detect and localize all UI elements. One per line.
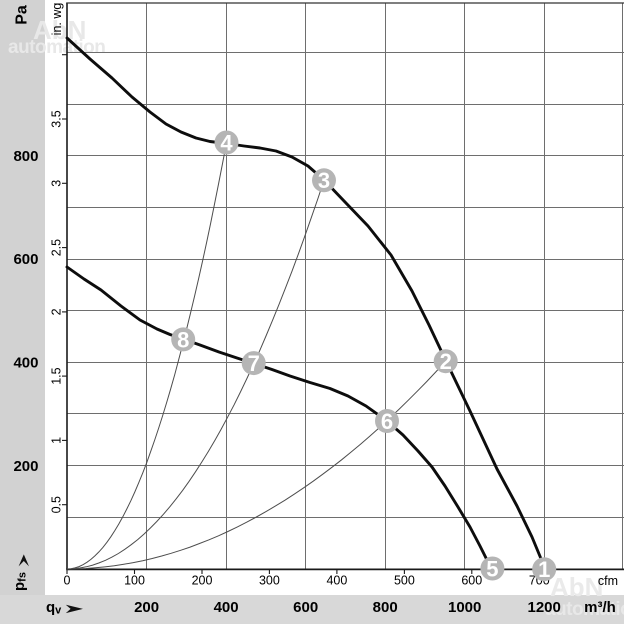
svg-text:500: 500 [394,574,415,588]
svg-text:6: 6 [381,409,393,434]
svg-text:4: 4 [220,130,233,155]
svg-text:1: 1 [50,437,64,444]
svg-text:400: 400 [13,355,38,372]
svg-text:7: 7 [248,351,260,376]
svg-text:1.5: 1.5 [50,367,64,384]
svg-text:8: 8 [177,327,189,352]
svg-text:600: 600 [461,574,482,588]
svg-text:100: 100 [124,574,145,588]
svg-text:cfm: cfm [598,574,618,588]
svg-text:1: 1 [538,557,550,582]
svg-text:automation: automation [8,37,105,58]
svg-text:1200: 1200 [528,599,561,616]
svg-text:1000: 1000 [448,599,481,616]
svg-text:3: 3 [50,180,64,187]
svg-text:300: 300 [259,574,280,588]
svg-text:2: 2 [50,308,64,315]
svg-text:200: 200 [13,458,38,475]
svg-text:5: 5 [486,556,498,581]
svg-text:600: 600 [13,251,38,268]
svg-text:Pa: Pa [14,5,31,25]
svg-text:0.5: 0.5 [50,496,64,513]
svg-text:3.5: 3.5 [50,110,64,127]
svg-text:AbN: AbN [550,572,603,602]
svg-text:800: 800 [373,599,398,616]
svg-text:2.5: 2.5 [50,239,64,256]
svg-text:automation: automation [545,599,624,620]
svg-text:in. wg: in. wg [50,3,64,36]
svg-text:200: 200 [134,599,159,616]
svg-text:3: 3 [318,168,330,193]
svg-text:600: 600 [293,599,318,616]
svg-text:0: 0 [64,574,71,588]
svg-text:200: 200 [192,574,213,588]
svg-text:m³/h: m³/h [584,599,616,616]
svg-text:800: 800 [13,148,38,165]
svg-text:AbN: AbN [33,15,86,45]
svg-text:2: 2 [440,349,452,374]
svg-text:400: 400 [214,599,239,616]
svg-text:400: 400 [326,574,347,588]
